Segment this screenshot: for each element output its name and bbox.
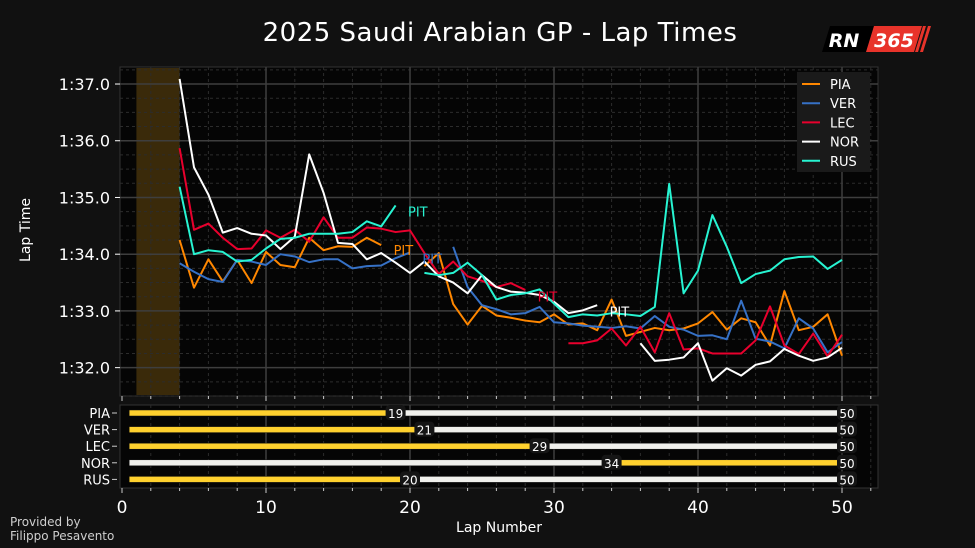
y-tick-label: 1:35.0 bbox=[59, 188, 110, 207]
stint-bar-pia bbox=[128, 409, 396, 417]
legend-label-ver: VER bbox=[830, 97, 856, 112]
lap-label-bg bbox=[529, 438, 550, 454]
series-line-rus bbox=[424, 182, 843, 319]
lap-label-bg bbox=[837, 471, 857, 487]
stint-lap-label: 19 bbox=[388, 407, 403, 421]
stint-bar-nor bbox=[128, 459, 612, 467]
pit-annotation-ver: PIT bbox=[422, 253, 442, 268]
lap-label-bg bbox=[837, 454, 857, 470]
stint-bar-pia bbox=[395, 409, 843, 417]
x-tick-label: 10 bbox=[255, 498, 277, 518]
series-line-nor bbox=[639, 342, 843, 382]
credit-line-2: Filippo Pesavento bbox=[10, 529, 115, 543]
stint-bar-rus bbox=[409, 476, 843, 483]
stint-driver-label-rus: RUS bbox=[83, 473, 110, 488]
legend-label-nor: NOR bbox=[830, 136, 859, 151]
series-line-rus bbox=[178, 186, 397, 263]
stint-lap-label: 34 bbox=[604, 457, 619, 471]
pit-annotation-lec: PIT bbox=[538, 291, 558, 306]
series-line-ver bbox=[452, 246, 843, 354]
stint-lap-label: 20 bbox=[402, 473, 417, 487]
lap-label-bg bbox=[837, 421, 857, 437]
y-tick-label: 1:36.0 bbox=[59, 132, 110, 151]
series-line-lec bbox=[178, 147, 526, 291]
x-tick-label: 0 bbox=[117, 498, 128, 518]
legend-label-lec: LEC bbox=[830, 116, 855, 131]
stint-bar-ver bbox=[128, 426, 425, 433]
y-tick-label: 1:34.0 bbox=[59, 245, 110, 264]
stint-lap-label: 50 bbox=[839, 440, 854, 454]
pit-annotation-pia: PIT bbox=[394, 244, 414, 259]
lap-label-bg bbox=[385, 405, 406, 420]
stint-lap-label: 29 bbox=[532, 440, 547, 454]
stint-lap-label: 50 bbox=[839, 457, 854, 471]
credit-line-1: Provided by bbox=[10, 515, 81, 529]
y-tick-label: 1:37.0 bbox=[59, 75, 110, 94]
x-tick-label: 40 bbox=[687, 498, 709, 518]
lap-label-bg bbox=[837, 405, 857, 420]
stint-bar-ver bbox=[424, 426, 843, 433]
x-tick-label: 30 bbox=[543, 498, 565, 518]
y-tick-label: 1:33.0 bbox=[59, 302, 110, 321]
stint-lap-label: 50 bbox=[839, 424, 854, 438]
svg-text:RN: RN bbox=[829, 30, 860, 52]
stint-bar-rus bbox=[128, 476, 411, 483]
stint-lap-label: 50 bbox=[839, 407, 854, 421]
x-tick-label: 50 bbox=[831, 498, 853, 518]
stint-driver-label-nor: NOR bbox=[81, 457, 110, 472]
stint-lap-label: 21 bbox=[417, 424, 432, 438]
pit-annotation-nor: PIT bbox=[610, 305, 630, 320]
credit: Provided by Filippo Pesavento bbox=[10, 515, 114, 543]
shaded-region bbox=[136, 68, 180, 395]
plot-area bbox=[119, 66, 879, 397]
stint-bar-nor bbox=[611, 459, 843, 467]
y-tick-label: 1:32.0 bbox=[59, 359, 110, 378]
series-line-pia bbox=[178, 236, 382, 289]
series-line-ver bbox=[179, 251, 411, 283]
stint-lap-label: 50 bbox=[839, 473, 854, 487]
x-axis-label: Lap Number bbox=[456, 520, 542, 536]
lap-label-bg bbox=[601, 454, 622, 470]
legend-label-rus: RUS bbox=[830, 155, 857, 170]
stint-driver-label-pia: PIA bbox=[89, 407, 110, 422]
stint-driver-label-ver: VER bbox=[84, 424, 110, 439]
lap-label-bg bbox=[400, 471, 420, 487]
stint-bar-lec bbox=[128, 442, 540, 450]
svg-text:365: 365 bbox=[874, 30, 914, 52]
chart-title: 2025 Saudi Arabian GP - Lap Times bbox=[262, 18, 738, 48]
series-line-lec bbox=[568, 305, 843, 358]
legend: PIA VER LEC NOR RUS bbox=[797, 72, 870, 172]
lap-label-bg bbox=[837, 438, 857, 454]
y-axis-label: Lap Time bbox=[18, 198, 34, 262]
x-tick-label: 20 bbox=[399, 498, 421, 518]
pit-annotation-rus: PIT bbox=[408, 206, 428, 221]
rn365-logo: RN 365 bbox=[822, 26, 931, 52]
lap-label-bg bbox=[414, 421, 435, 437]
stint-bar-lec bbox=[539, 442, 843, 450]
stint-driver-label-lec: LEC bbox=[85, 440, 110, 455]
series-line-pia bbox=[423, 252, 843, 357]
legend-label-pia: PIA bbox=[830, 78, 851, 93]
